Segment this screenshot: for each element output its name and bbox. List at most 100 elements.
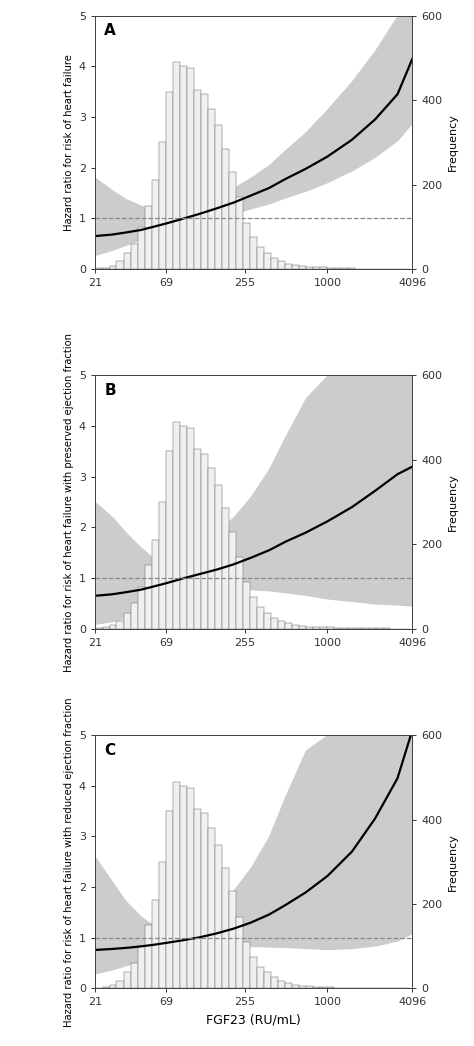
Bar (313, 627, 320, 629)
Bar (327, 268, 334, 269)
Bar (124, 613, 130, 629)
Bar (320, 986, 327, 988)
Bar (320, 627, 327, 629)
Bar (116, 621, 124, 629)
Bar (299, 626, 306, 629)
Bar (103, 987, 110, 988)
Bar (187, 788, 194, 988)
Bar (173, 781, 181, 988)
Bar (285, 983, 292, 988)
Bar (138, 227, 145, 269)
Bar (166, 452, 173, 629)
Bar (124, 973, 130, 988)
Bar (313, 268, 320, 269)
Bar (327, 987, 334, 988)
Bar (110, 266, 116, 269)
Y-axis label: Hazard ratio for risk of heart failure with preserved ejection fraction: Hazard ratio for risk of heart failure w… (64, 333, 74, 672)
Bar (173, 62, 181, 269)
Bar (159, 142, 166, 269)
Bar (181, 426, 187, 629)
Bar (215, 126, 222, 269)
Bar (229, 172, 236, 269)
Bar (215, 485, 222, 629)
Bar (187, 428, 194, 629)
Bar (103, 268, 110, 269)
Bar (130, 963, 138, 988)
Bar (229, 531, 236, 629)
Bar (152, 540, 159, 629)
Bar (278, 621, 285, 629)
Bar (138, 587, 145, 629)
Bar (208, 828, 215, 988)
Bar (130, 604, 138, 629)
Bar (116, 981, 124, 988)
Bar (250, 237, 257, 269)
Bar (306, 986, 313, 988)
Bar (194, 90, 201, 269)
Bar (320, 268, 327, 269)
Bar (299, 266, 306, 269)
Bar (292, 984, 299, 988)
Text: A: A (104, 23, 116, 39)
Bar (327, 628, 334, 629)
Bar (173, 422, 181, 629)
Bar (201, 454, 208, 629)
Bar (264, 253, 271, 269)
Bar (306, 267, 313, 269)
Bar (110, 985, 116, 988)
Bar (222, 149, 229, 269)
Bar (201, 94, 208, 269)
Bar (243, 942, 250, 988)
Bar (292, 624, 299, 629)
Bar (306, 627, 313, 629)
Bar (278, 981, 285, 988)
Bar (243, 223, 250, 269)
Bar (166, 811, 173, 988)
Text: B: B (104, 383, 116, 399)
Bar (145, 925, 152, 988)
Bar (264, 973, 271, 988)
Y-axis label: Hazard ratio for risk of heart failure with reduced ejection fraction: Hazard ratio for risk of heart failure w… (64, 697, 74, 1026)
Bar (110, 626, 116, 629)
Bar (257, 967, 264, 988)
Bar (215, 845, 222, 988)
Bar (236, 198, 243, 269)
Y-axis label: Frequency: Frequency (448, 113, 458, 172)
Bar (130, 244, 138, 269)
Bar (236, 916, 243, 988)
Bar (271, 618, 278, 629)
Bar (236, 556, 243, 629)
Bar (243, 583, 250, 629)
Bar (138, 947, 145, 988)
Bar (181, 786, 187, 988)
Bar (229, 891, 236, 988)
Y-axis label: Frequency: Frequency (448, 473, 458, 531)
Bar (124, 253, 130, 269)
Bar (222, 868, 229, 988)
X-axis label: FGF23 (RU/mL): FGF23 (RU/mL) (206, 1014, 301, 1026)
Bar (257, 607, 264, 629)
Bar (313, 986, 320, 988)
Bar (257, 247, 264, 269)
Text: C: C (104, 743, 116, 757)
Bar (159, 862, 166, 988)
Bar (292, 266, 299, 269)
Bar (194, 450, 201, 629)
Y-axis label: Frequency: Frequency (448, 833, 458, 891)
Bar (264, 613, 271, 629)
Bar (159, 502, 166, 629)
Bar (271, 978, 278, 988)
Bar (103, 628, 110, 629)
Bar (187, 68, 194, 269)
Bar (271, 258, 278, 269)
Bar (166, 92, 173, 269)
Bar (208, 109, 215, 269)
Bar (278, 262, 285, 269)
Y-axis label: Hazard ratio for risk of heart failure: Hazard ratio for risk of heart failure (64, 54, 74, 231)
Bar (285, 623, 292, 629)
Bar (222, 508, 229, 629)
Bar (208, 469, 215, 629)
Bar (194, 809, 201, 988)
Bar (116, 262, 124, 269)
Bar (250, 597, 257, 629)
